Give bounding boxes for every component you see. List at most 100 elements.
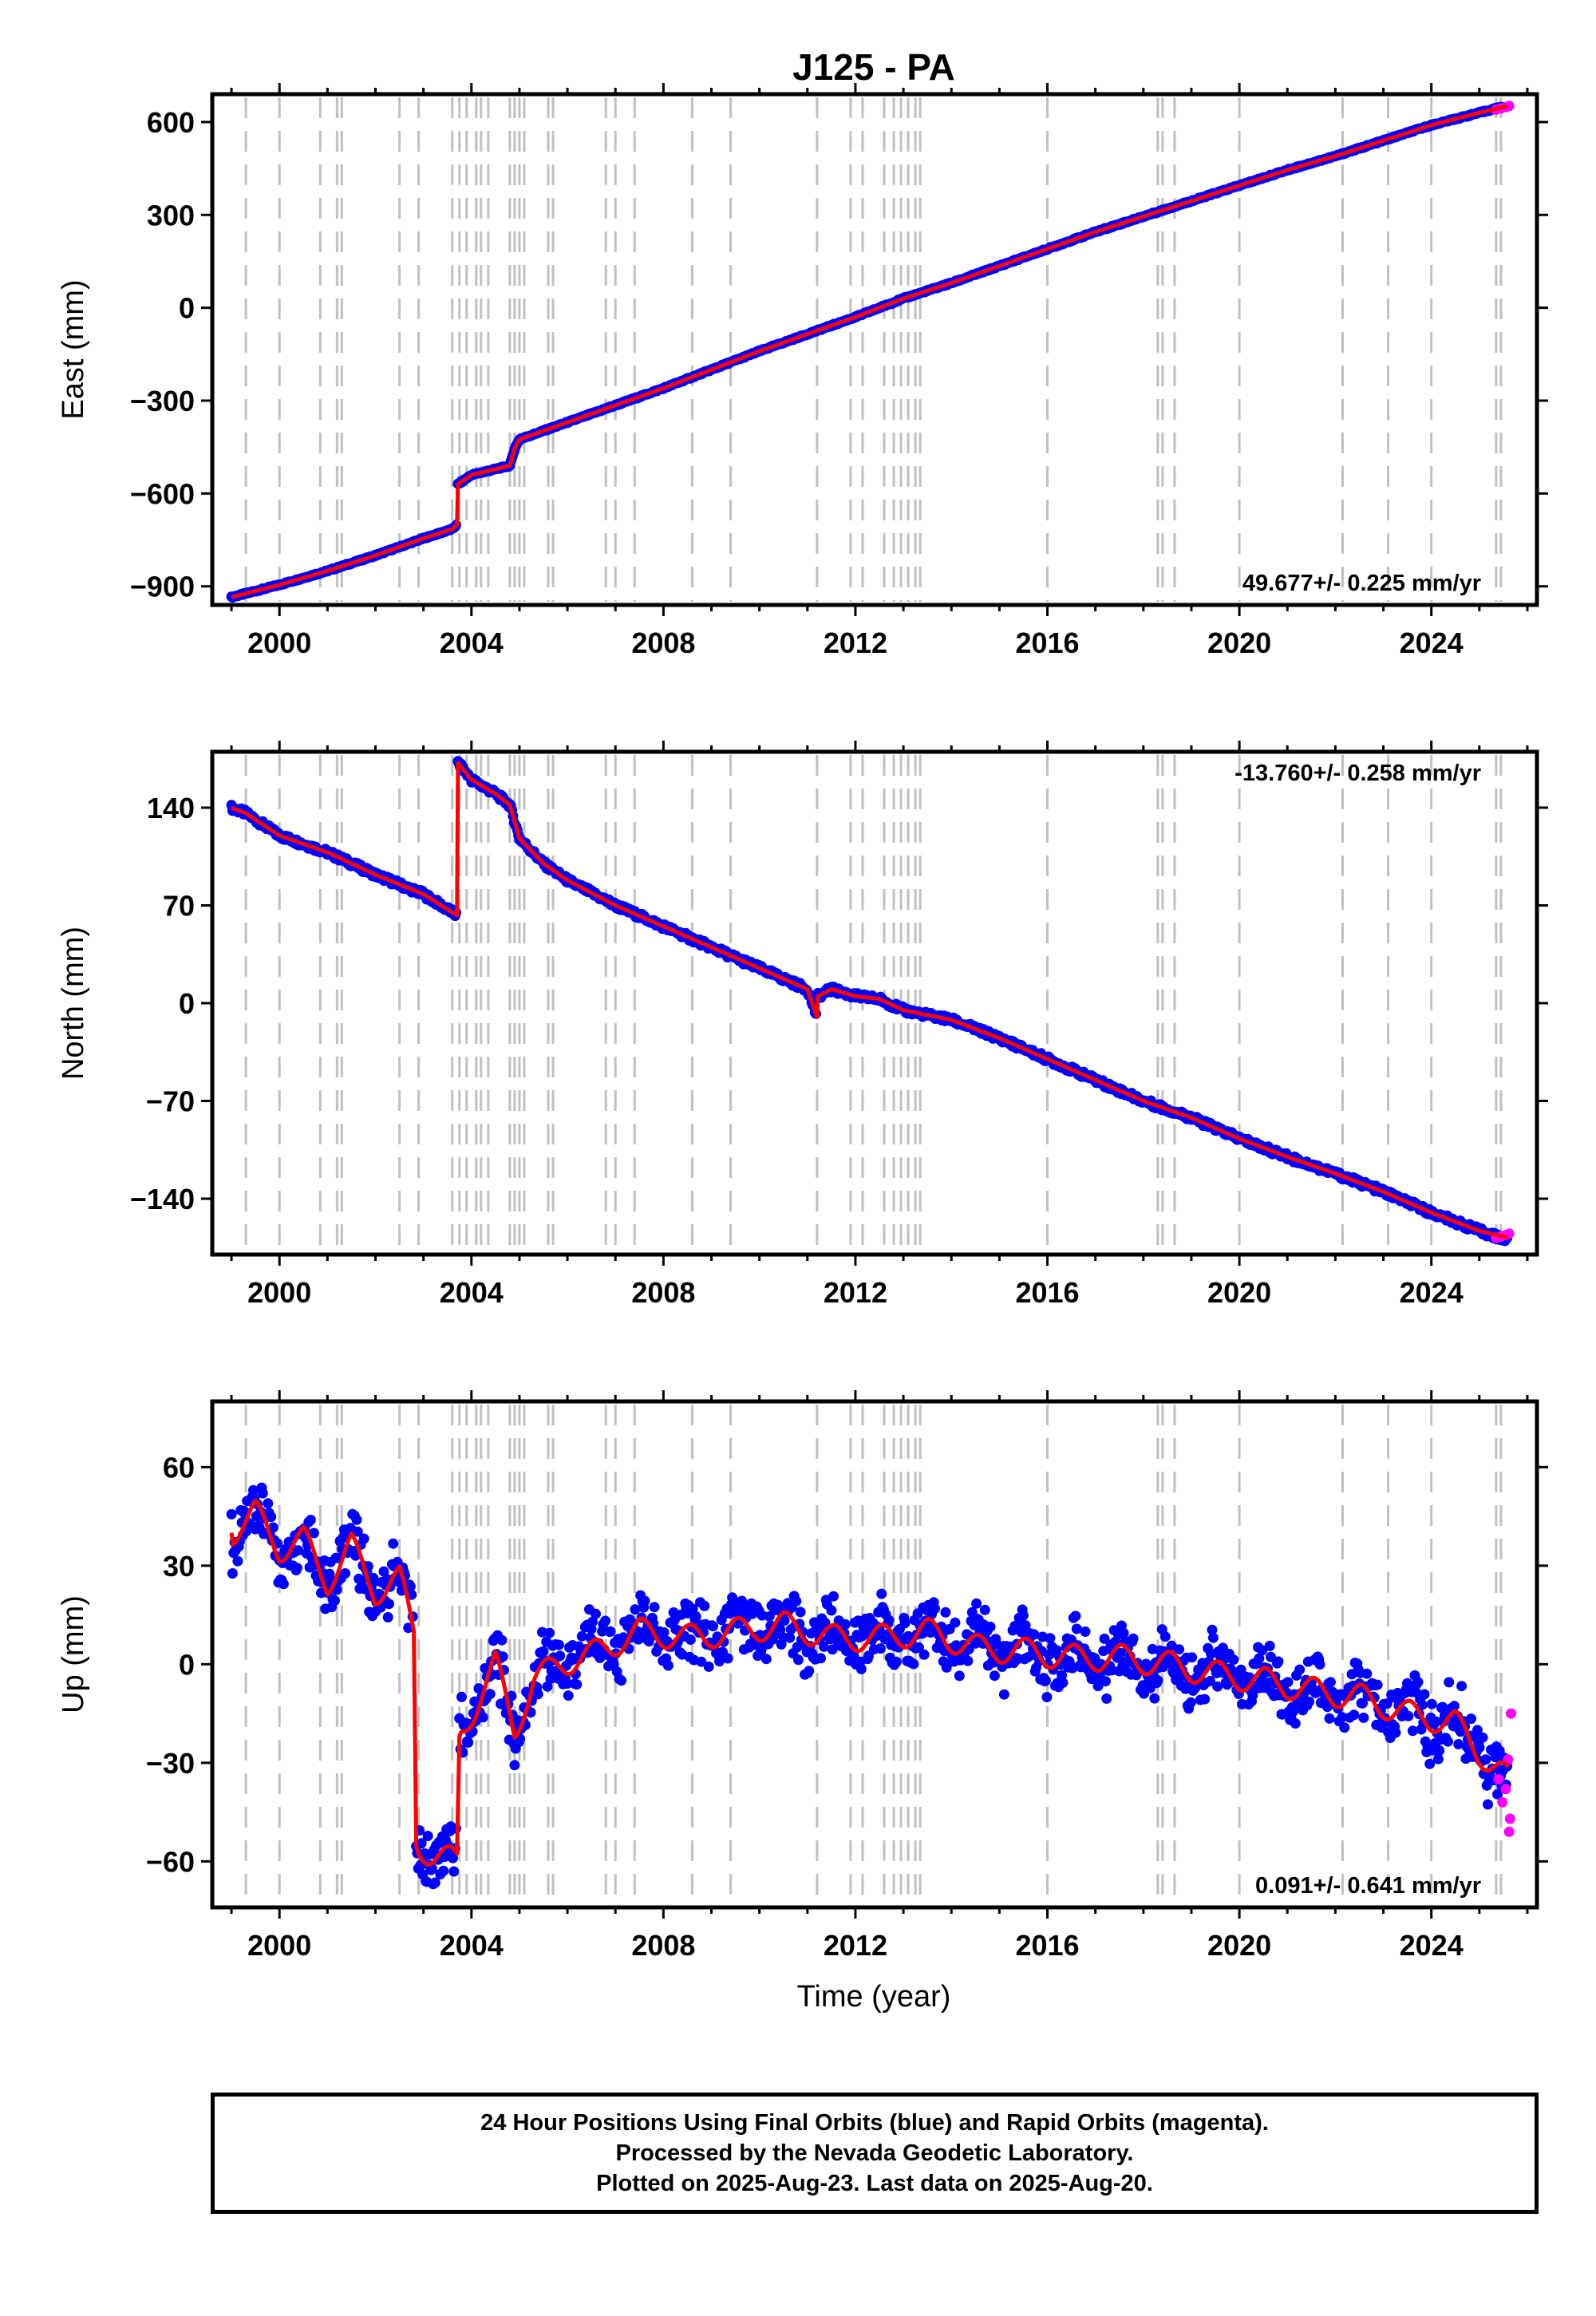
data-point — [1070, 1611, 1081, 1622]
data-point — [553, 1639, 564, 1650]
data-point — [985, 1622, 996, 1632]
data-point — [330, 1595, 340, 1606]
data-point — [232, 1555, 243, 1567]
model-fit-line — [231, 104, 1509, 599]
data-point — [708, 1621, 718, 1632]
rate-label: 49.677+/- 0.225 mm/yr — [1242, 571, 1481, 596]
model-fit-line — [229, 1498, 1510, 1867]
data-point — [1390, 1727, 1401, 1738]
panel-up: −60 −30 0 30 60 2000 2004 2008 2012 2016 2020 2024 U… — [57, 1390, 1548, 1962]
data-point — [1412, 1677, 1424, 1688]
data-point — [509, 1760, 520, 1771]
footer-box: 24 Hour Positions Using Final Orbits (bl… — [211, 2093, 1539, 2214]
data-point — [1100, 1676, 1111, 1687]
data-point — [555, 1650, 566, 1662]
data-point — [227, 1568, 238, 1579]
data-point — [1339, 1722, 1350, 1733]
y-tick-label: 70 — [163, 890, 195, 923]
data-point — [1456, 1681, 1468, 1692]
data-point — [1358, 1712, 1369, 1723]
x-tick-label: 2004 — [440, 1929, 504, 1962]
data-point — [591, 1608, 601, 1619]
data-point — [544, 1627, 555, 1638]
data-point — [456, 1691, 467, 1702]
data-point — [908, 1658, 919, 1670]
x-tick-label: 2016 — [1015, 626, 1079, 659]
data-point — [899, 1618, 911, 1629]
y-tick-label: 0 — [179, 987, 195, 1020]
data-point — [1017, 1610, 1029, 1621]
data-point — [1466, 1713, 1476, 1725]
data-point — [226, 1508, 237, 1520]
x-tick-label: 2000 — [247, 626, 311, 659]
data-point — [649, 1602, 660, 1613]
x-tick-label: 2016 — [1015, 1929, 1079, 1962]
y-axis-label: Up (mm) — [57, 1595, 90, 1713]
x-tick-label: 2000 — [247, 1276, 311, 1309]
data-point — [855, 1663, 867, 1674]
data-point — [1483, 1799, 1493, 1810]
data-point — [875, 1643, 886, 1654]
data-point — [382, 1612, 393, 1622]
data-point — [630, 1604, 641, 1615]
data-point — [1442, 1736, 1453, 1747]
data-point — [891, 1656, 902, 1667]
panel-north: −140 −70 0 70 140 2000 2004 2008 2012 2016 2020 202… — [57, 741, 1548, 1309]
data-point — [1174, 1644, 1185, 1655]
data-point — [1187, 1652, 1198, 1663]
data-point — [662, 1660, 674, 1671]
data-point — [876, 1588, 887, 1599]
rapid-data-point — [1497, 1796, 1508, 1808]
y-tick-label: −70 — [146, 1085, 195, 1118]
data-point — [1444, 1677, 1455, 1688]
rapid-data-point — [1504, 1813, 1515, 1824]
y-tick-label: 30 — [163, 1550, 195, 1583]
data-point — [722, 1653, 733, 1664]
data-point — [305, 1515, 316, 1525]
y-tick-label: −60 — [146, 1845, 195, 1878]
data-point — [563, 1690, 574, 1701]
y-tick-label: 60 — [163, 1451, 195, 1484]
data-point — [1273, 1656, 1284, 1667]
data-point — [795, 1607, 806, 1618]
footer-line-2: Processed by the Nevada Geodetic Laborat… — [615, 2140, 1134, 2166]
y-axis-label: North (mm) — [57, 927, 90, 1080]
footer-line-1: 24 Hour Positions Using Final Orbits (bl… — [480, 2110, 1269, 2136]
data-point — [600, 1615, 610, 1626]
data-point — [571, 1679, 583, 1690]
y-tick-label: −300 — [130, 385, 195, 417]
data-point — [828, 1591, 839, 1602]
data-point — [263, 1498, 274, 1509]
chart-title: J125 - PA — [792, 46, 955, 88]
rapid-data-point — [1503, 1826, 1515, 1837]
data-point — [1045, 1633, 1056, 1644]
data-point — [979, 1604, 990, 1615]
data-point — [484, 1689, 496, 1700]
data-point — [685, 1634, 696, 1645]
data-point — [291, 1563, 302, 1574]
data-point — [384, 1599, 394, 1610]
data-point — [438, 1865, 449, 1876]
data-point — [1480, 1754, 1491, 1765]
rapid-data-point — [1500, 1784, 1511, 1795]
data-point — [340, 1568, 351, 1579]
data-point — [463, 1737, 474, 1748]
data-point — [1057, 1678, 1069, 1688]
y-tick-label: −140 — [130, 1183, 195, 1215]
data-point — [1228, 1654, 1239, 1666]
data-point — [690, 1611, 701, 1622]
x-tick-label: 2004 — [440, 626, 504, 659]
data-point — [496, 1634, 508, 1646]
data-point — [930, 1603, 940, 1614]
x-tick-label: 2000 — [247, 1929, 311, 1962]
data-point — [1434, 1745, 1445, 1756]
x-tick-label: 2020 — [1207, 626, 1271, 659]
data-point — [1159, 1631, 1171, 1642]
data-point — [422, 1831, 433, 1841]
data-point — [1361, 1668, 1373, 1679]
data-point — [1080, 1626, 1091, 1637]
data-point — [1426, 1698, 1437, 1709]
data-point — [358, 1533, 369, 1544]
data-point — [989, 1670, 1000, 1682]
